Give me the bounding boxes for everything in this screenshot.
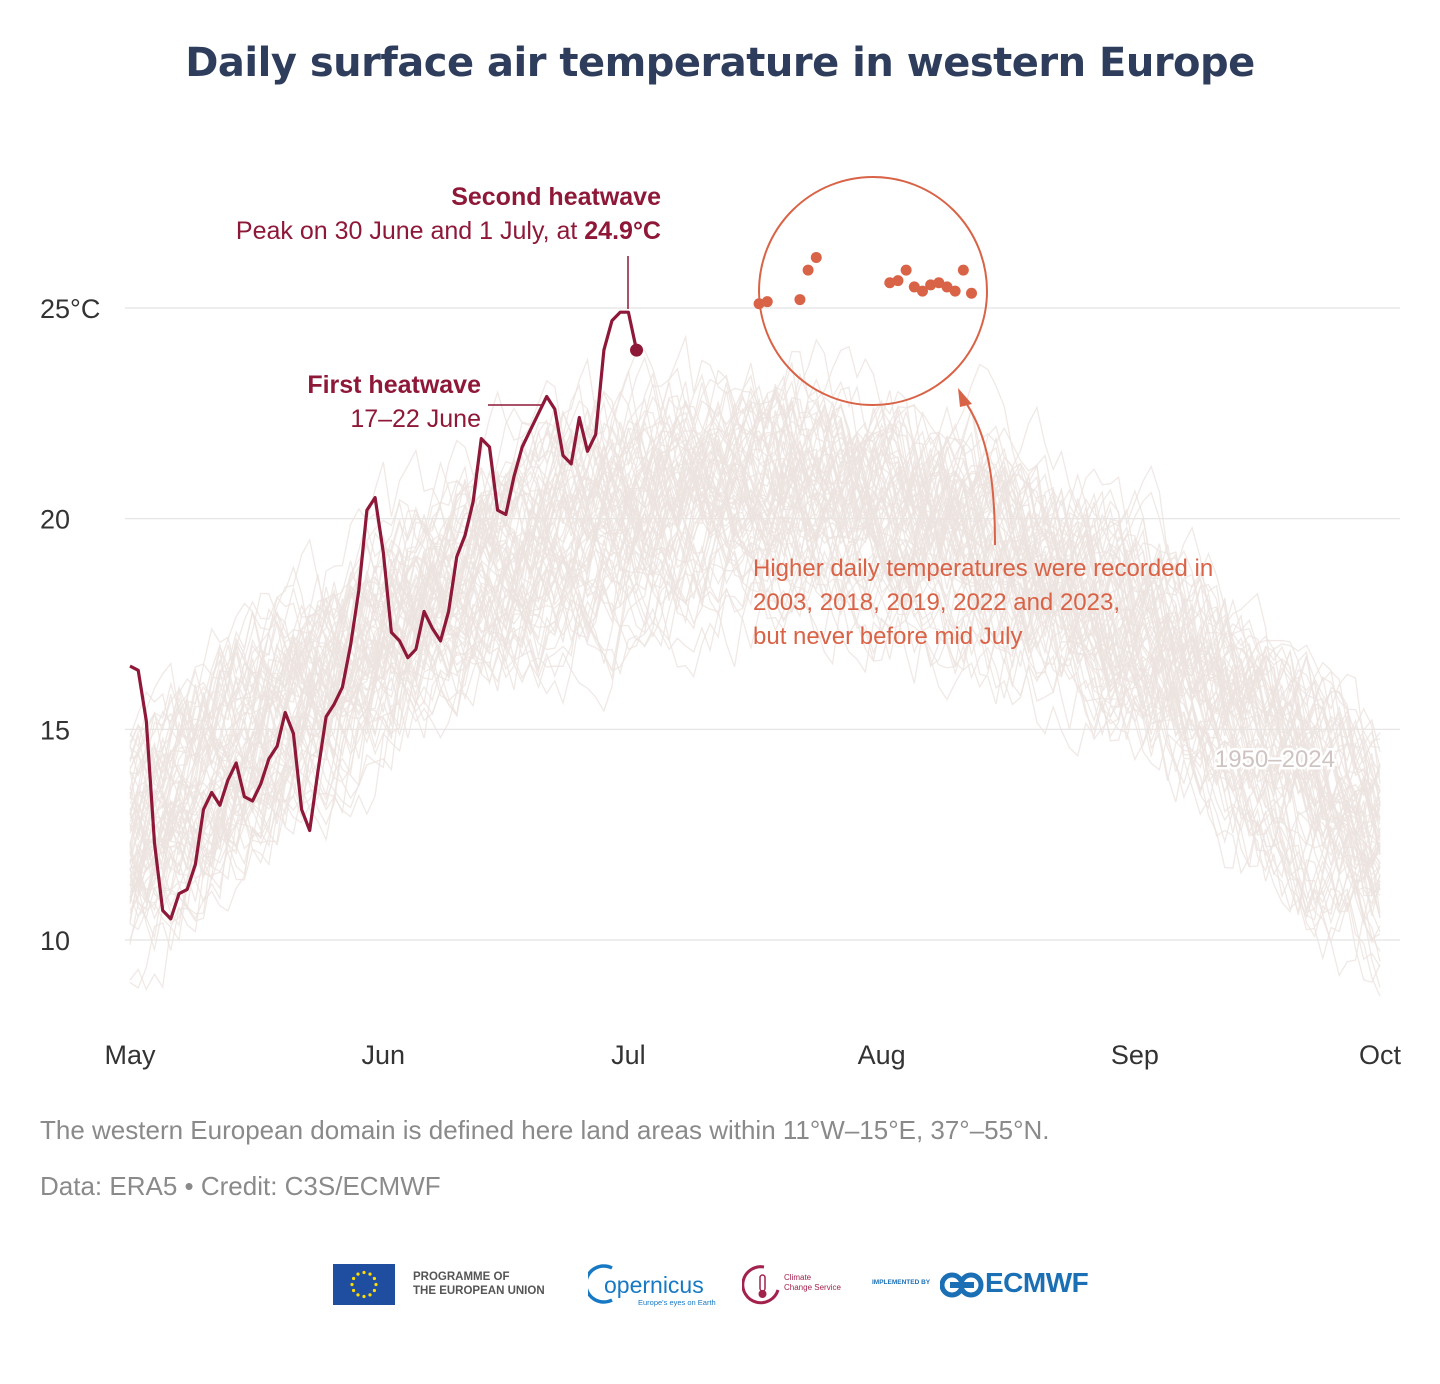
chart-title: Daily surface air temperature in western… bbox=[185, 40, 1255, 86]
eu-star bbox=[374, 1282, 378, 1287]
record-point bbox=[908, 281, 920, 293]
copernicus-logo-icon bbox=[588, 1264, 613, 1304]
eu-flag-icon bbox=[333, 1264, 395, 1305]
eu-star bbox=[352, 1276, 356, 1281]
c3s-label-2: Change Service bbox=[784, 1283, 841, 1292]
y-tick-label: 25°C bbox=[40, 294, 100, 324]
record-point bbox=[794, 294, 806, 306]
history-year-line bbox=[129, 369, 1381, 803]
record-point bbox=[941, 281, 953, 293]
record-point bbox=[957, 264, 969, 276]
history-year-line bbox=[129, 432, 1381, 891]
current-year-line bbox=[129, 310, 639, 921]
record-point bbox=[933, 277, 945, 289]
highlight-circle bbox=[758, 176, 988, 406]
copernicus-label: opernicus bbox=[604, 1272, 704, 1298]
eu-star bbox=[372, 1288, 376, 1293]
record-point bbox=[892, 275, 904, 287]
eu-label-1: PROGRAMME OF bbox=[413, 1271, 510, 1283]
records-annotation-line: 2003, 2018, 2019, 2022 and 2023, bbox=[753, 589, 1120, 616]
history-year-line bbox=[129, 338, 1381, 849]
history-year-line bbox=[129, 381, 1381, 819]
history-year-line bbox=[129, 363, 1381, 821]
credit-note: Data: ERA5 • Credit: C3S/ECMWF bbox=[40, 1171, 441, 1201]
history-year-line bbox=[129, 497, 1381, 925]
arrow-head bbox=[958, 388, 972, 407]
record-point bbox=[966, 287, 978, 299]
record-point bbox=[949, 285, 961, 297]
eu-star bbox=[356, 1272, 360, 1276]
ecmwf-logo-icon bbox=[940, 1272, 984, 1298]
history-year-line bbox=[129, 390, 1381, 816]
domain-note: The western European domain is defined h… bbox=[40, 1115, 1050, 1145]
eu-star bbox=[352, 1288, 356, 1293]
chart-area: 10 15 20 25°C May Jun Jul Aug Sep Oct Higher dai… bbox=[40, 176, 1402, 1070]
history-year-line bbox=[129, 463, 1381, 945]
eu-star bbox=[362, 1270, 366, 1275]
second-heatwave-text: Peak on 30 June and 1 July, at 24.9°C bbox=[236, 217, 661, 245]
eu-star bbox=[350, 1282, 354, 1287]
y-tick-label: 20 bbox=[40, 505, 70, 535]
record-point bbox=[761, 296, 773, 308]
history-year-line bbox=[129, 444, 1381, 913]
records-annotation-line: Higher daily temperatures were recorded … bbox=[753, 555, 1213, 582]
record-point bbox=[900, 264, 912, 276]
y-tick-label: 10 bbox=[40, 926, 70, 956]
record-point bbox=[802, 264, 814, 276]
second-heatwave-title: Second heatwave bbox=[451, 183, 661, 211]
copernicus-tagline: Europe's eyes on Earth bbox=[638, 1298, 716, 1307]
annotation-arrow bbox=[963, 399, 996, 546]
history-year-line bbox=[129, 416, 1381, 877]
eu-star bbox=[362, 1294, 366, 1299]
eu-star bbox=[368, 1272, 372, 1276]
x-tick-label: Oct bbox=[1359, 1040, 1402, 1070]
record-point bbox=[810, 251, 822, 263]
history-year-line bbox=[129, 423, 1381, 911]
history-year-line bbox=[129, 390, 1381, 880]
thermometer-icon bbox=[742, 1265, 780, 1305]
x-tick-label: Jun bbox=[361, 1040, 405, 1070]
x-tick-label: May bbox=[104, 1040, 156, 1070]
implemented-by-label: IMPLEMENTED BY bbox=[872, 1279, 931, 1286]
history-year-line bbox=[129, 418, 1381, 897]
history-year-line bbox=[129, 424, 1381, 878]
records-annotation-line: but never before mid July bbox=[753, 623, 1022, 650]
y-tick-label: 15 bbox=[40, 715, 70, 745]
history-year-line bbox=[129, 371, 1381, 904]
c3s-label-1: Climate bbox=[784, 1273, 812, 1282]
eu-star bbox=[372, 1276, 376, 1281]
eu-star bbox=[368, 1293, 372, 1297]
record-point bbox=[916, 285, 928, 297]
x-tick-label: Sep bbox=[1111, 1040, 1159, 1070]
eu-star bbox=[356, 1293, 360, 1297]
history-range-label: 1950–2024 bbox=[1215, 746, 1335, 773]
ecmwf-label: ECMWF bbox=[985, 1267, 1089, 1298]
logo-strip: PROGRAMME OF THE EUROPEAN UNION opernicu… bbox=[0, 1258, 1440, 1318]
first-heatwave-text: 17–22 June bbox=[350, 405, 481, 433]
history-year-line bbox=[129, 460, 1381, 921]
x-tick-label: Aug bbox=[858, 1040, 906, 1070]
eu-label-2: THE EUROPEAN UNION bbox=[413, 1285, 545, 1297]
latest-value-point bbox=[630, 343, 644, 357]
first-heatwave-title: First heatwave bbox=[307, 371, 481, 399]
x-tick-label: Jul bbox=[611, 1040, 646, 1070]
history-year-line bbox=[129, 445, 1381, 906]
